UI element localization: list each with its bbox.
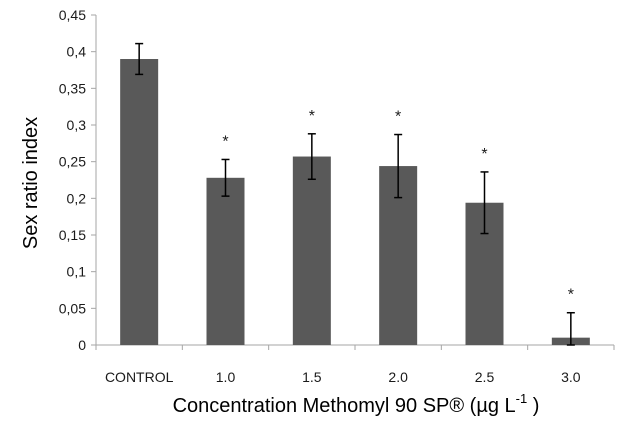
- x-tick-label: 1.5: [302, 369, 322, 385]
- y-tick-label: 0,1: [67, 264, 87, 280]
- y-tick-label: 0,35: [59, 80, 86, 96]
- x-tick-label: 1.0: [216, 369, 236, 385]
- significance-asterisk: *: [568, 287, 574, 304]
- x-axis-title-superscript: -1: [516, 391, 528, 406]
- y-tick-label: 0,2: [67, 190, 87, 206]
- significance-asterisk: *: [309, 108, 315, 125]
- significance-asterisk: *: [222, 133, 228, 150]
- y-axis-title: Sex ratio index: [20, 117, 42, 249]
- x-tick-label: 2.5: [475, 369, 495, 385]
- bar: [120, 59, 159, 345]
- x-axis-title-end: ): [527, 395, 539, 417]
- y-tick-label: 0: [78, 337, 86, 353]
- x-axis-ticks: CONTROL 1.0 1.5 2.0 2.5 3.0: [95, 345, 615, 385]
- y-tick-label: 0,05: [59, 300, 86, 316]
- y-tick-label: 0,3: [67, 117, 87, 133]
- y-tick-label: 0,15: [59, 227, 86, 243]
- x-axis-title-main: Concentration Methomyl 90 SP® (µg L: [173, 395, 516, 417]
- x-tick-label: CONTROL: [105, 369, 174, 385]
- x-tick-label: 3.0: [561, 369, 581, 385]
- bar: [292, 156, 331, 345]
- y-tick-label: 0,25: [59, 154, 86, 170]
- y-tick-label: 0,45: [59, 7, 86, 23]
- x-tick-label: 2.0: [388, 369, 408, 385]
- bar: [206, 177, 245, 345]
- significance-asterisk: *: [395, 109, 401, 126]
- bars: * * * * *: [120, 42, 590, 346]
- x-axis-title: Concentration Methomyl 90 SP® (µg L-1 ): [173, 391, 540, 417]
- y-axis-ticks: 0 0,05 0,1 0,15 0,2 0,25 0,3 0,35 0,4 0,45: [59, 7, 96, 353]
- significance-asterisk: *: [481, 146, 487, 163]
- y-tick-label: 0,4: [67, 44, 87, 60]
